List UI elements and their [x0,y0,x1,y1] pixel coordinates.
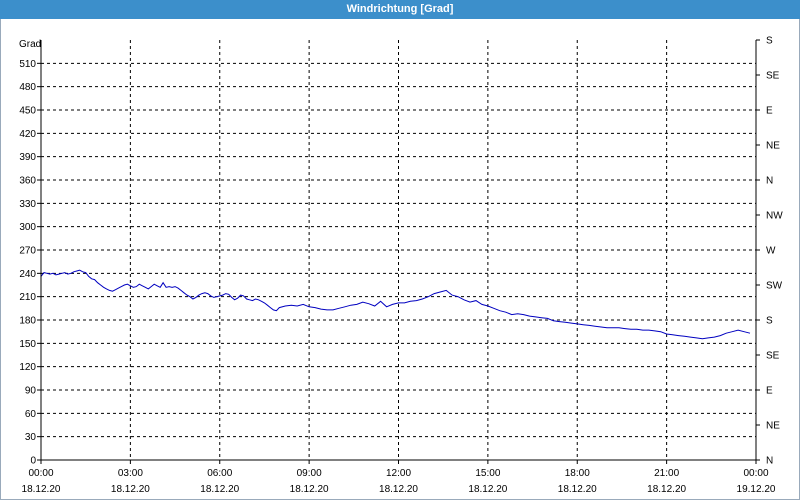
x-tick-label-date: 18.12.20 [290,484,329,495]
x-tick-label-time: 09:00 [297,468,322,479]
x-tick-label-time: 12:00 [386,468,411,479]
y-tick-label: 450 [19,106,36,117]
x-tick-label-time: 00:00 [28,468,53,479]
y-right-tick-label: N [766,176,773,187]
x-tick-label-time: 18:00 [565,468,590,479]
y-axis-label: Grad [19,39,41,50]
y-tick-label: 0 [30,456,36,467]
y-right-tick-label: NW [766,211,783,222]
chart-title: Windrichtung [Grad] [0,0,800,19]
series-line [40,269,751,340]
y-right-tick-label: NE [766,141,780,152]
y-right-tick-label: E [766,386,773,397]
y-right-tick-label: W [766,246,776,257]
y-right-tick-label: SE [766,71,780,82]
y-axis-right: N NE E SE S SW W NW N NE E SE S [756,36,783,467]
x-tick-label-date: 18.12.20 [647,484,686,495]
y-right-tick-label: N [766,456,773,467]
x-tick-label-date: 18.12.20 [379,484,418,495]
x-tick-label-time: 06:00 [207,468,232,479]
y-tick-label: 510 [19,59,36,70]
y-axis: 0 30 60 90 120 150 180 210 240 270 300 330 360 390 420… [19,59,41,467]
x-tick-label-time: 21:00 [654,468,679,479]
y-tick-label: 300 [19,222,36,233]
y-tick-label: 180 [19,316,36,327]
grid [41,40,756,460]
x-tick-label-date: 18.12.20 [200,484,239,495]
y-tick-label: 210 [19,292,36,303]
y-tick-label: 90 [25,386,37,397]
y-right-tick-label: SW [766,281,783,292]
x-tick-label-date: 18.12.20 [558,484,597,495]
x-tick-label-date: 19.12.20 [737,484,776,495]
y-right-tick-label: SE [766,351,780,362]
x-tick-label-time: 03:00 [118,468,143,479]
y-right-tick-label: E [766,106,773,117]
y-tick-label: 120 [19,362,36,373]
x-tick-label-date: 18.12.20 [468,484,507,495]
y-tick-label: 240 [19,269,36,280]
x-axis: 00:00 18.12.20 03:00 18.12.20 06:00 18.12.20 0… [22,460,776,495]
chart-area: 0 30 60 90 120 150 180 210 240 270 300 330 360 390 420… [0,19,800,500]
x-tick-label-date: 18.12.20 [22,484,61,495]
y-tick-label: 420 [19,129,36,140]
y-tick-label: 270 [19,246,36,257]
y-tick-label: 360 [19,176,36,187]
x-tick-label-time: 00:00 [743,468,768,479]
y-tick-label: 330 [19,199,36,210]
y-tick-label: 60 [25,409,37,420]
y-tick-label: 390 [19,152,36,163]
x-tick-label-time: 15:00 [475,468,500,479]
y-right-tick-label: S [766,36,773,47]
line-chart: 0 30 60 90 120 150 180 210 240 270 300 330 360 390 420… [19,36,783,496]
x-tick-label-date: 18.12.20 [111,484,150,495]
y-right-tick-label: NE [766,421,780,432]
y-tick-label: 150 [19,339,36,350]
y-tick-label: 480 [19,82,36,93]
y-right-tick-label: S [766,316,773,327]
y-tick-label: 30 [25,432,37,443]
